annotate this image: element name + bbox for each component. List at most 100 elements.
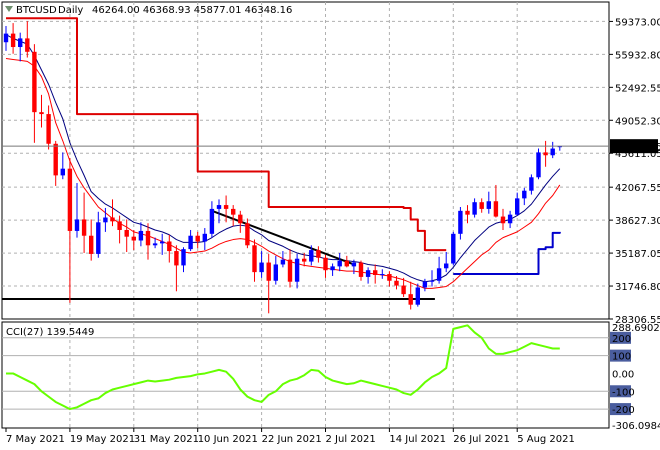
bull-candle-body (273, 264, 278, 281)
bear-candle-body (408, 294, 413, 305)
bull-candle-body (138, 230, 144, 241)
bull-candle-body (202, 233, 207, 242)
bull-candle-body (472, 202, 477, 215)
bear-candle-body (53, 143, 58, 176)
last-price-label: 46348.16 (614, 142, 660, 153)
bull-candle-body (365, 270, 371, 277)
cci-label: CCI(27) 139.5449 (6, 327, 94, 338)
bear-candle-body (238, 214, 243, 224)
cci-level-badge (610, 403, 631, 416)
price-tick-label: 59373.00 (615, 17, 660, 28)
bull-candle-body (103, 217, 108, 223)
bear-candle-body (465, 210, 470, 215)
bull-candle-body (3, 33, 9, 43)
price-tick-label: 42067.55 (615, 183, 660, 194)
bull-candle-body (422, 281, 428, 288)
bear-candle-body (131, 236, 136, 241)
bear-candle-body (89, 235, 94, 254)
bull-candle-body (160, 241, 165, 244)
price-tick-label: 28306.55 (615, 315, 660, 326)
cci-level-badge (610, 349, 631, 362)
bear-candle-body (32, 51, 37, 113)
bull-candle-body (429, 280, 435, 282)
price-panel-border (1, 1, 610, 320)
collapse-triangle-icon[interactable] (5, 6, 13, 12)
time-tick-label: 7 May 2021 (6, 434, 65, 445)
bull-candle-body (294, 258, 300, 282)
bear-candle-body (287, 259, 293, 282)
bull-candle-body (522, 190, 527, 199)
bull-candle-body (74, 219, 80, 231)
time-tick-label: 10 Jun 2021 (198, 434, 258, 445)
time-tick-label: 31 May 2021 (134, 434, 199, 445)
bear-candle-body (394, 280, 399, 286)
bear-candle-body (543, 152, 548, 156)
time-tick-label: 19 May 2021 (70, 434, 135, 445)
chart-ohlc: 46264.00 46368.93 45877.01 46348.16 (92, 5, 292, 16)
cci-tick-label: 0.00 (612, 369, 634, 380)
price-tick-label: 52492.55 (615, 83, 660, 94)
bear-candle-body (231, 208, 236, 215)
price-tick-label: 31746.80 (615, 282, 660, 293)
bear-candle-body (174, 251, 179, 266)
cci-line (6, 324, 560, 411)
price-tick-label: 38627.30 (615, 216, 660, 227)
bull-candle-body (280, 259, 286, 265)
bear-candle-body (195, 235, 200, 242)
price-panel: 59373.00 55932.80 52492.55 49052.30 45611.05… (1, 1, 660, 326)
bear-candle-body (67, 168, 73, 231)
price-tick-label: 55932.80 (615, 50, 660, 61)
bear-candle-body (387, 274, 392, 281)
bull-candle-body (18, 38, 23, 48)
chart-timeframe: Daily (58, 5, 83, 16)
cci-tick-label: 200 (612, 334, 631, 345)
bear-candle-body (316, 250, 321, 258)
bull-candle-body (259, 262, 264, 273)
bear-candle-body (493, 201, 499, 217)
bull-candle-body (337, 260, 342, 267)
bull-candle-body (444, 263, 449, 269)
cci-series (6, 324, 560, 411)
bear-candle-body (167, 241, 172, 252)
bear-candle-body (266, 262, 271, 281)
bear-candle-body (401, 285, 406, 295)
cci-tick-label: -306.0984 (612, 421, 660, 432)
bear-candle-body (223, 205, 229, 209)
bear-candle-body (245, 223, 250, 246)
cci-level-badge (610, 331, 631, 344)
blue-step-lower-line (453, 231, 561, 276)
bear-candle-body (46, 114, 51, 144)
bull-candle-body (451, 233, 456, 264)
bear-candle-body (373, 270, 378, 275)
bear-candle-body (145, 230, 151, 246)
bull-candle-body (380, 274, 385, 276)
bull-candle-body (351, 262, 357, 267)
price-tick-label: 45611.05 (615, 149, 660, 160)
time-tick-label: 26 Jul 2021 (453, 434, 510, 445)
bull-candle-body (309, 250, 314, 262)
bear-candle-body (117, 221, 122, 230)
price-tick-label: 35187.05 (615, 249, 660, 260)
chart-symbol: BTCUSD (16, 5, 57, 16)
red-step-upper-line (6, 17, 447, 252)
bear-candle-body (10, 33, 16, 48)
bear-candle-body (25, 38, 30, 52)
bear-candle-body (39, 112, 44, 115)
cci-levels (2, 337, 609, 410)
bull-candle-body (550, 148, 555, 156)
cci-tick-label: 288.6902 (612, 323, 660, 334)
cci-tick-label: -100 (612, 387, 635, 398)
bear-candle-body (302, 258, 307, 262)
bull-candle-body (507, 214, 513, 224)
bull-candle-body (152, 243, 158, 246)
bear-candle-body (252, 245, 257, 273)
time-tick-label: 5 Aug 2021 (517, 434, 575, 445)
cci-tick-label: 100 (612, 352, 631, 363)
bear-candle-body (124, 229, 129, 237)
bull-candle-body (458, 210, 463, 234)
bull-candle-body (209, 208, 215, 234)
bear-candle-body (500, 216, 506, 224)
